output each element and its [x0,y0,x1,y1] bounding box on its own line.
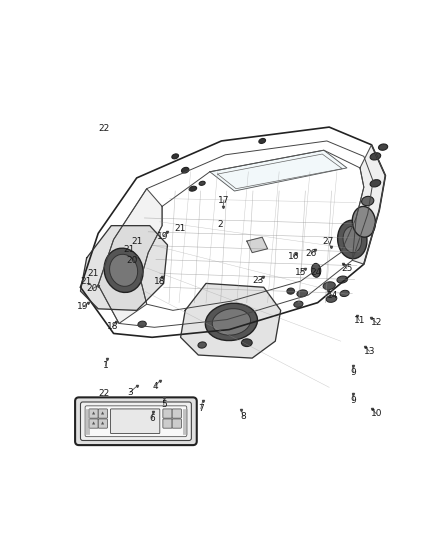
Ellipse shape [343,227,362,253]
Text: ▲: ▲ [92,411,95,416]
FancyBboxPatch shape [89,419,98,428]
Ellipse shape [259,139,265,143]
FancyBboxPatch shape [98,419,107,428]
Ellipse shape [326,295,337,302]
Text: 3: 3 [127,388,133,397]
FancyBboxPatch shape [163,409,172,418]
Text: 27: 27 [323,237,334,246]
Text: 21: 21 [174,224,186,233]
Polygon shape [180,284,281,358]
Text: 25: 25 [341,264,352,273]
Ellipse shape [205,303,258,341]
Text: 23: 23 [253,276,264,285]
Text: 5: 5 [161,400,166,409]
Text: 20: 20 [87,285,98,293]
Ellipse shape [362,196,374,206]
FancyBboxPatch shape [81,402,191,440]
FancyBboxPatch shape [89,409,98,418]
Polygon shape [352,145,385,264]
Text: 22: 22 [98,389,109,398]
Ellipse shape [340,290,349,296]
Text: 19: 19 [77,302,88,311]
FancyBboxPatch shape [85,406,187,437]
FancyBboxPatch shape [98,409,107,418]
Polygon shape [247,237,268,253]
FancyBboxPatch shape [75,398,197,445]
Text: 9: 9 [350,396,356,405]
Text: 9: 9 [350,368,356,377]
Text: ▲: ▲ [101,422,104,425]
Text: 11: 11 [353,316,365,325]
Ellipse shape [294,301,303,308]
Text: 18: 18 [154,277,166,286]
Ellipse shape [110,254,138,286]
FancyBboxPatch shape [172,409,181,418]
Text: 10: 10 [371,409,382,418]
Text: 2: 2 [218,220,223,229]
Text: 12: 12 [371,318,382,327]
Ellipse shape [323,282,336,289]
FancyBboxPatch shape [163,419,172,428]
Text: 7: 7 [198,404,204,413]
Ellipse shape [172,154,179,159]
Text: 14: 14 [327,292,338,300]
Text: 17: 17 [218,196,230,205]
FancyBboxPatch shape [172,419,181,428]
Ellipse shape [311,263,321,277]
Text: 8: 8 [240,411,246,421]
Ellipse shape [337,276,348,283]
Text: 15: 15 [295,268,306,277]
Text: 22: 22 [99,124,110,133]
Text: ▲: ▲ [92,422,95,425]
Ellipse shape [212,309,251,335]
Ellipse shape [287,288,294,294]
Text: 18: 18 [107,322,118,331]
Text: 4: 4 [152,382,158,391]
Text: 21: 21 [124,245,135,254]
Text: 21: 21 [87,269,99,278]
Polygon shape [98,189,162,324]
FancyBboxPatch shape [110,409,160,433]
Ellipse shape [378,144,388,150]
Ellipse shape [338,220,367,259]
Text: 1: 1 [103,361,109,370]
Ellipse shape [199,181,205,185]
Ellipse shape [198,342,206,348]
Text: 26: 26 [306,249,317,258]
Text: 6: 6 [149,415,155,423]
Ellipse shape [189,186,197,191]
Text: 19: 19 [157,232,169,241]
Text: 16: 16 [288,252,299,261]
Polygon shape [81,225,167,310]
Ellipse shape [241,339,252,346]
Text: 13: 13 [364,347,375,356]
Text: 21: 21 [131,237,142,246]
Polygon shape [210,150,347,191]
Text: ▲: ▲ [101,411,104,416]
Ellipse shape [370,153,381,160]
Ellipse shape [138,321,146,327]
Ellipse shape [104,248,143,293]
Text: 21: 21 [81,277,92,286]
Ellipse shape [297,290,307,297]
Text: 20: 20 [126,256,138,265]
Ellipse shape [352,206,375,237]
Ellipse shape [370,180,381,187]
Ellipse shape [181,167,189,173]
Text: 24: 24 [310,268,321,277]
